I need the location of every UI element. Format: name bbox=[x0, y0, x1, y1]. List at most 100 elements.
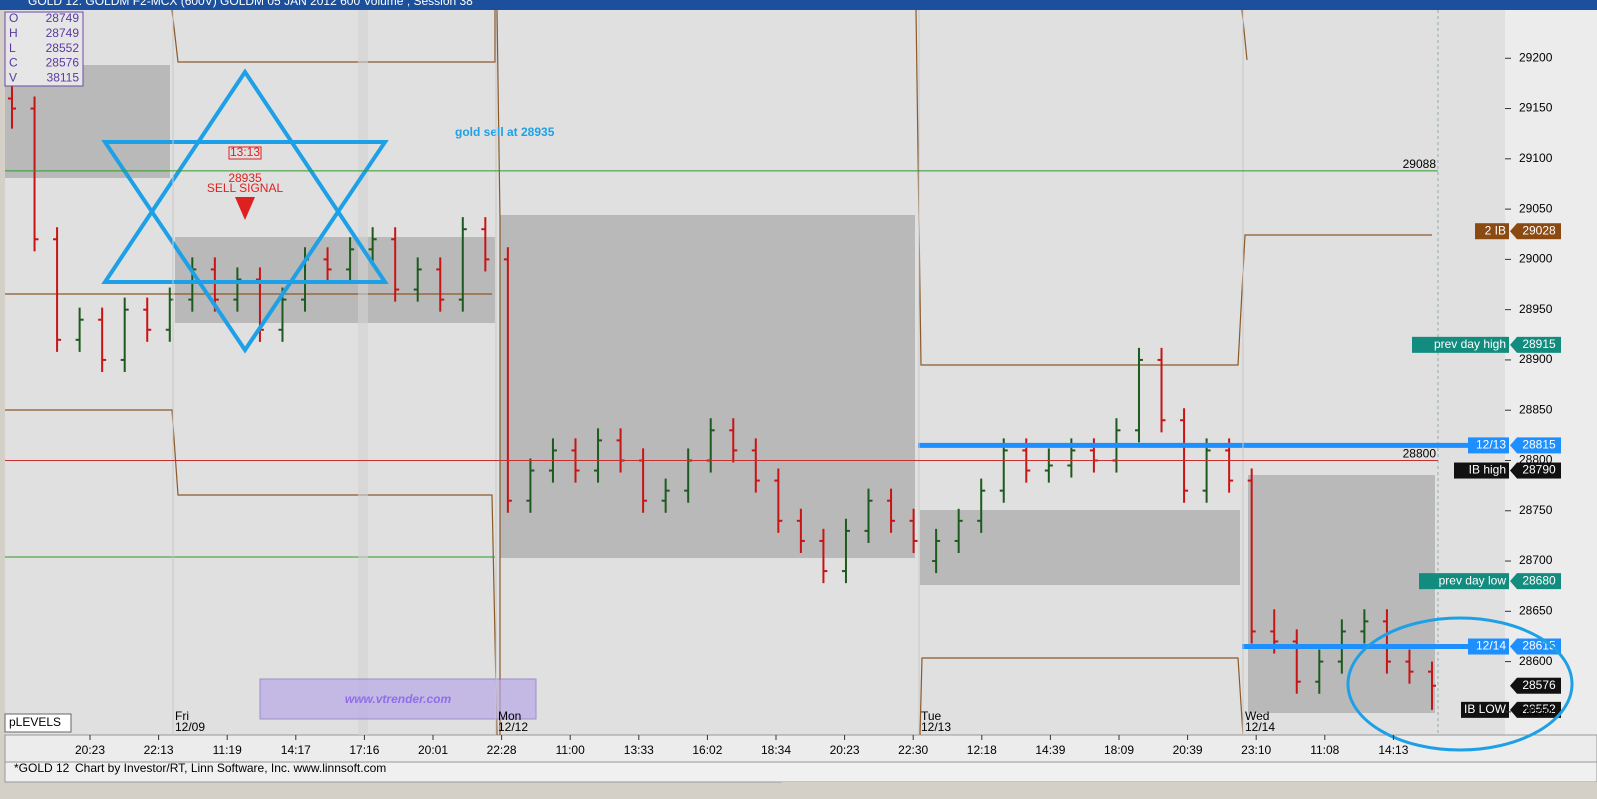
level-label: 12/14 bbox=[1476, 639, 1506, 653]
ohlc-key: V bbox=[9, 70, 17, 84]
signal-label: SELL SIGNAL bbox=[207, 181, 284, 195]
ohlc-key: H bbox=[9, 26, 18, 40]
x-tick-label: 16:02 bbox=[692, 743, 722, 757]
signal-time: 13:13 bbox=[230, 145, 260, 159]
level-tag bbox=[1461, 701, 1509, 718]
level-value: 29088 bbox=[1403, 157, 1437, 171]
x-tick-label: 20:23 bbox=[830, 743, 860, 757]
x-tick-label: 20:23 bbox=[75, 743, 105, 757]
envelope bbox=[171, 9, 496, 63]
value-tag bbox=[1517, 437, 1561, 454]
level-label: prev day high bbox=[1434, 337, 1506, 351]
y-tick-label: 29150 bbox=[1519, 101, 1553, 115]
y-tick-label: 29100 bbox=[1519, 151, 1553, 165]
tag-point bbox=[1510, 223, 1517, 240]
value-tag bbox=[1517, 462, 1561, 479]
day-label: Mon bbox=[498, 709, 521, 723]
time-axis bbox=[4, 734, 1597, 763]
date-label: 12/14 bbox=[1245, 720, 1275, 734]
level-tag bbox=[1419, 573, 1509, 590]
ohlc-value: 28749 bbox=[46, 26, 80, 40]
x-tick-label: 20:39 bbox=[1173, 743, 1203, 757]
day-label: Tue bbox=[921, 709, 942, 723]
tag-point bbox=[1510, 437, 1517, 454]
level-tag bbox=[1454, 462, 1509, 479]
signal-box bbox=[228, 146, 262, 160]
ohlc-value: 28749 bbox=[46, 11, 80, 25]
value-tag bbox=[1517, 701, 1561, 718]
tag-point bbox=[1510, 573, 1517, 590]
x-tick-label: 18:09 bbox=[1104, 743, 1134, 757]
x-tick-label: 22:30 bbox=[898, 743, 928, 757]
annotation: gold sell at 28935 bbox=[455, 125, 555, 139]
value-tag-text: 28576 bbox=[1522, 678, 1556, 692]
ohlc-key: O bbox=[9, 11, 18, 25]
ohlc-value: 28576 bbox=[46, 56, 80, 70]
level-label: 2 IB bbox=[1485, 223, 1506, 237]
level-tag bbox=[1475, 223, 1509, 240]
price-axis bbox=[1505, 10, 1597, 735]
y-tick-label: 29050 bbox=[1519, 201, 1553, 215]
level-tag bbox=[1412, 336, 1509, 353]
bars bbox=[8, 78, 1436, 710]
value-tag-text: 28680 bbox=[1522, 573, 1556, 587]
star bbox=[101, 68, 389, 354]
window-title: GOLD 12: GOLDM F2-MCX (600V) GOLDM 05 JA… bbox=[28, 0, 473, 8]
level-label: IB LOW bbox=[1464, 702, 1507, 716]
x-tick-label: 23:10 bbox=[1241, 743, 1271, 757]
x-tick-label: 11:08 bbox=[1310, 743, 1339, 757]
value-tag-text: 29028 bbox=[1522, 223, 1556, 237]
star-triangle bbox=[101, 140, 389, 354]
y-tick-label: 28600 bbox=[1519, 654, 1553, 668]
envelope bbox=[5, 409, 498, 736]
tag-point bbox=[1510, 336, 1517, 353]
status-symbol: *GOLD 12 bbox=[14, 761, 70, 775]
level-value: 28800 bbox=[1403, 447, 1437, 461]
x-tick-label: 13:33 bbox=[624, 743, 654, 757]
y-tick-label: 28800 bbox=[1519, 453, 1553, 467]
value-area bbox=[1248, 475, 1435, 713]
y-tick-label: 28900 bbox=[1519, 352, 1553, 366]
ohlc-value: 38115 bbox=[47, 70, 80, 84]
signal-price: 28935 bbox=[228, 171, 262, 185]
x-tick-label: 20:01 bbox=[418, 743, 448, 757]
watermark-box bbox=[259, 678, 537, 720]
level-label: prev day low bbox=[1439, 573, 1507, 587]
level-tag bbox=[1468, 437, 1509, 454]
ohlc-value: 28552 bbox=[46, 41, 80, 55]
tag-point bbox=[1510, 677, 1517, 694]
date-label: 12/09 bbox=[175, 720, 205, 734]
y-tick-label: 29200 bbox=[1519, 50, 1553, 64]
level-tag bbox=[1468, 638, 1509, 655]
value-area bbox=[500, 215, 915, 558]
circle bbox=[1346, 616, 1574, 752]
x-tick-label: 14:13 bbox=[1378, 743, 1408, 757]
y-tick-label: 28950 bbox=[1519, 302, 1553, 316]
x-tick-label: 17:16 bbox=[349, 743, 379, 757]
x-tick-label: 11:19 bbox=[213, 743, 242, 757]
day-label: Wed bbox=[1245, 709, 1269, 723]
level-label: IB high bbox=[1469, 463, 1506, 477]
panel-label: pLEVELS bbox=[9, 715, 61, 729]
ohlc-box bbox=[4, 11, 84, 87]
x-tick-label: 14:39 bbox=[1035, 743, 1065, 757]
level-label: 12/13 bbox=[1476, 438, 1506, 452]
value-area bbox=[920, 510, 1240, 585]
envelope bbox=[919, 657, 1244, 736]
ohlc-values: O 28749 H 28749 L 28552 C 28576 V 38115 bbox=[9, 11, 79, 84]
value-tag bbox=[1517, 638, 1561, 655]
ohlc-key: L bbox=[9, 41, 16, 55]
star-triangle bbox=[101, 68, 389, 284]
x-tick-label: 14:17 bbox=[281, 743, 311, 757]
x-tick-label: 11:00 bbox=[556, 743, 585, 757]
levels: 29028 2 IB 28915 prev day high 28815 12/13 287… bbox=[918, 223, 1561, 718]
x-tick-label: 22:13 bbox=[144, 743, 174, 757]
day-label: Fri bbox=[175, 709, 189, 723]
x-tick-label: 12:18 bbox=[967, 743, 997, 757]
value-tag bbox=[1517, 677, 1561, 694]
value-tag-text: 28915 bbox=[1522, 337, 1556, 351]
y-tick-label: 28650 bbox=[1519, 603, 1553, 617]
ohlc-key: C bbox=[9, 56, 18, 70]
